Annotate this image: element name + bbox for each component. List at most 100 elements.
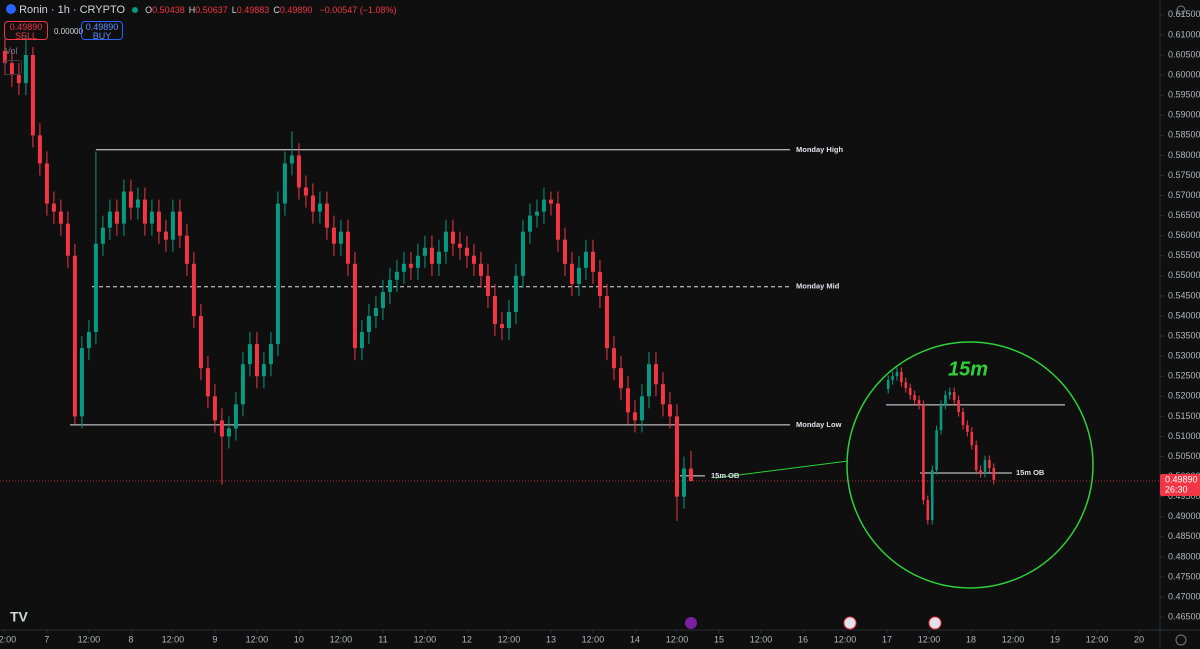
x-tick-label: 8	[128, 634, 133, 644]
x-tick-label: 12:00	[246, 634, 269, 644]
settings-icon[interactable]	[1175, 634, 1187, 646]
y-tick-label: 0.46500	[1168, 612, 1200, 622]
candle-body	[478, 263, 483, 276]
level-label: Monday High	[796, 145, 843, 154]
candle-body	[72, 255, 77, 417]
candle-body	[436, 251, 441, 264]
candle-body	[562, 239, 567, 264]
y-tick-label: 0.47500	[1168, 571, 1200, 581]
candle-body	[625, 388, 630, 413]
volume-label[interactable]: Vol	[5, 46, 18, 56]
candle-body	[303, 187, 308, 196]
event-icon[interactable]	[928, 616, 942, 630]
candle-body	[597, 271, 602, 296]
candle-body	[913, 395, 916, 401]
candle-body	[394, 271, 399, 280]
candle-body	[674, 416, 679, 497]
candle-body	[527, 215, 532, 232]
x-tick-label: 12:00	[498, 634, 521, 644]
candle-body	[100, 227, 105, 244]
status-dot	[132, 7, 139, 13]
candle-body	[261, 364, 266, 377]
candle-body	[464, 247, 469, 256]
y-tick-label: 0.56000	[1168, 230, 1200, 240]
buy-button[interactable]: 0.49890 BUY	[81, 21, 123, 41]
candle-body	[44, 163, 49, 204]
candle-body	[93, 243, 98, 333]
collapse-button[interactable]	[4, 60, 22, 75]
y-tick-label: 0.49000	[1168, 511, 1200, 521]
candle-body	[922, 404, 925, 500]
x-tick-label: 12:00	[582, 634, 605, 644]
x-tick-label: 15	[714, 634, 724, 644]
candle-body	[541, 199, 546, 212]
candle-body	[107, 211, 112, 228]
x-tick-label: 7	[44, 634, 49, 644]
candle-body	[961, 412, 965, 425]
candle-body	[65, 223, 70, 256]
event-icon[interactable]	[843, 616, 857, 630]
candle-body	[387, 279, 392, 292]
y-tick-label: 0.54000	[1168, 310, 1200, 320]
x-tick-label: 12:00	[834, 634, 857, 644]
y-tick-label: 0.61000	[1168, 29, 1200, 39]
candle-body	[373, 307, 378, 317]
candle-body	[359, 332, 364, 349]
y-tick-label: 0.57000	[1168, 190, 1200, 200]
y-tick-label: 0.49500	[1168, 491, 1200, 501]
candle-body	[618, 368, 623, 389]
x-tick-label: 12:00	[750, 634, 773, 644]
logo: TV	[10, 609, 29, 625]
x-tick-label: 19	[1050, 634, 1060, 644]
symbol-line: Ronin · 1h · CRYPTO O0.50438 H0.50637 L0.4…	[6, 4, 397, 16]
candle-body	[471, 255, 476, 264]
y-tick-label: 0.55500	[1168, 250, 1200, 260]
x-tick-label: 18	[966, 634, 976, 644]
candle-body	[900, 371, 903, 383]
y-tick-label: 0.57500	[1168, 170, 1200, 180]
candle-body	[149, 211, 154, 224]
candle-body	[156, 211, 161, 232]
candle-body	[520, 231, 525, 276]
alert-icon[interactable]	[1176, 5, 1186, 15]
level-label: Monday Mid	[796, 282, 840, 291]
candle-body	[163, 231, 168, 240]
candle-body	[9, 63, 14, 76]
candle-body	[184, 235, 189, 264]
y-tick-label: 0.53000	[1168, 351, 1200, 361]
x-tick-label: 10	[294, 634, 304, 644]
sell-price: 0.49890	[9, 22, 43, 32]
ohlc-value: 0.49883	[236, 5, 270, 15]
symbol[interactable]: Ronin · 1h · CRYPTO	[19, 4, 126, 16]
x-tick-label: 13	[546, 634, 556, 644]
buy-price: 0.49890	[85, 22, 119, 32]
y-tick-label: 0.48000	[1168, 551, 1200, 561]
candle-body	[128, 191, 133, 208]
candle-body	[974, 445, 978, 470]
ohlc-label: O	[145, 5, 153, 15]
candle-body	[891, 376, 894, 380]
y-tick-label: 0.58500	[1168, 130, 1200, 140]
sell-button[interactable]: 0.49890 SELL	[4, 21, 48, 41]
y-tick-label: 0.60500	[1168, 49, 1200, 59]
candle-body	[983, 460, 987, 473]
candle-body	[979, 470, 982, 473]
candle-body	[895, 371, 899, 377]
candle-body	[957, 400, 960, 413]
candle-body	[988, 460, 991, 468]
candle-body	[604, 295, 609, 349]
candle-body	[135, 199, 140, 208]
x-tick-label: 12:00	[0, 634, 16, 644]
candle-body	[86, 332, 91, 349]
candle-body	[548, 199, 553, 204]
candle-body	[534, 211, 539, 216]
candle-body	[170, 211, 175, 240]
x-tick-label: 12	[462, 634, 472, 644]
y-tick-label: 0.59500	[1168, 90, 1200, 100]
inset-circle	[846, 341, 1094, 589]
candle-body	[142, 199, 147, 224]
candle-body	[667, 404, 672, 417]
event-icon[interactable]	[685, 617, 697, 629]
